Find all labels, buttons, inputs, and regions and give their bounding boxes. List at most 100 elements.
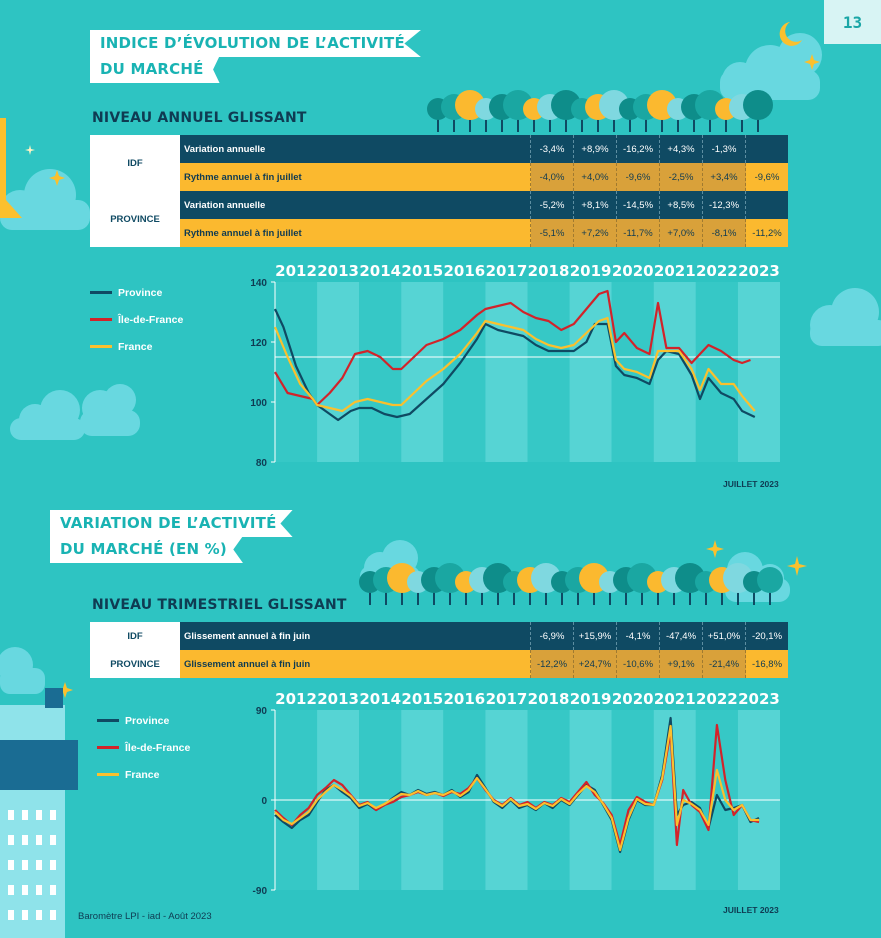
y-tick-label: 90 xyxy=(256,706,268,717)
year-label: 2019 xyxy=(570,262,612,280)
table-cell xyxy=(745,191,788,219)
legend-item: Île-de-France xyxy=(97,734,190,761)
table-cell: +15,9% xyxy=(573,622,617,650)
section2-title-line1: VARIATION DE L’ACTIVITÉ xyxy=(50,510,293,537)
table-cell: -5,2% xyxy=(530,191,574,219)
cloud-icon xyxy=(10,390,85,440)
year-column xyxy=(275,282,318,462)
cloud-icon xyxy=(80,384,140,436)
legend-label: Île-de-France xyxy=(125,741,191,754)
table-row: IDF Glissement annuel à fin juin -6,9% +… xyxy=(90,622,788,650)
cloud-icon xyxy=(720,33,822,100)
legend-item: Province xyxy=(90,279,183,306)
legend-swatch xyxy=(90,291,112,294)
moon-icon xyxy=(779,22,802,46)
tree-row xyxy=(427,90,773,132)
row-label: Variation annuelle xyxy=(180,191,531,219)
year-label: 2013 xyxy=(317,262,359,280)
table-cell: -6,9% xyxy=(530,622,574,650)
series-line-france xyxy=(274,724,759,852)
table-cell: -20,1% xyxy=(745,622,788,650)
section1-subtitle: NIVEAU ANNUEL GLISSANT xyxy=(92,110,307,126)
section2-title: VARIATION DE L’ACTIVITÉ DU MARCHÉ (EN %) xyxy=(50,510,293,563)
table-cell: -1,3% xyxy=(702,135,746,163)
table-cell: +24,7% xyxy=(573,650,617,678)
table-cell: -14,5% xyxy=(616,191,660,219)
y-tick-label: 140 xyxy=(250,278,267,289)
table-cell: +9,1% xyxy=(659,650,703,678)
table-cell: +7,0% xyxy=(659,219,703,247)
legend-swatch xyxy=(90,318,112,321)
table-cell: -5,1% xyxy=(530,219,574,247)
row-label: Rythme annuel à fin juillet xyxy=(180,219,531,247)
year-label: 2021 xyxy=(654,690,696,708)
cloud-icon xyxy=(810,288,881,346)
section1-title-line2: DU MARCHÉ xyxy=(90,56,220,83)
table-cell: -47,4% xyxy=(659,622,703,650)
chart2-legend: Province Île-de-France France xyxy=(97,707,190,788)
year-label: 2018 xyxy=(528,262,570,280)
legend-label: Province xyxy=(118,286,163,299)
y-tick-label: -90 xyxy=(253,886,268,897)
table-cell: -9,6% xyxy=(616,163,660,191)
year-label: 2021 xyxy=(654,262,696,280)
row-label: Rythme annuel à fin juillet xyxy=(180,163,531,191)
year-label: 2017 xyxy=(486,690,528,708)
year-label: 2012 xyxy=(275,262,317,280)
star-icon xyxy=(25,145,35,155)
year-label: 2013 xyxy=(317,690,359,708)
tree-icon xyxy=(743,90,773,120)
star-icon xyxy=(49,170,65,186)
year-column xyxy=(317,282,360,462)
year-label: 2015 xyxy=(401,262,443,280)
table-cell xyxy=(745,135,788,163)
table-row: Rythme annuel à fin juillet -4,0% +4,0% … xyxy=(90,163,788,191)
legend-swatch xyxy=(97,719,119,722)
y-tick-label: 100 xyxy=(250,398,267,409)
year-label: 2014 xyxy=(359,690,401,708)
building-icon xyxy=(0,688,78,938)
table-cell: +8,9% xyxy=(573,135,617,163)
table-row: PROVINCE Variation annuelle -5,2% +8,1% … xyxy=(90,191,788,247)
series-line--le-de-france xyxy=(274,289,751,407)
table-cell: -12,2% xyxy=(530,650,574,678)
table-cell: +51,0% xyxy=(702,622,746,650)
table-cell: +8,1% xyxy=(573,191,617,219)
row-label: Glissement annuel à fin juin xyxy=(180,650,531,678)
chart2: 2012 2013 2014 2015 2016 2017 2018 2019 2020 2021… xyxy=(253,690,780,897)
legend-label: France xyxy=(125,768,160,781)
series-line-province xyxy=(274,716,760,854)
legend-label: Province xyxy=(125,714,170,727)
star-icon xyxy=(706,540,724,558)
table-cell: -16,2% xyxy=(616,135,660,163)
table-row: Rythme annuel à fin juillet -5,1% +7,2% … xyxy=(90,219,788,247)
section2-title-line2: DU MARCHÉ (EN %) xyxy=(50,536,243,563)
year-label: 2019 xyxy=(570,690,612,708)
table-row: IDF Variation annuelle -3,4% +8,9% -16,2… xyxy=(90,135,788,191)
table-cell: -9,6% xyxy=(745,163,788,191)
section1-title: INDICE D’ÉVOLUTION DE L’ACTIVITÉ DU MARC… xyxy=(90,30,421,83)
page-number: 13 xyxy=(824,0,881,44)
legend-label: France xyxy=(118,340,153,353)
chart2-note: JUILLET 2023 xyxy=(723,905,779,915)
year-column xyxy=(359,282,402,462)
chart1-note: JUILLET 2023 xyxy=(723,479,779,489)
region-label: PROVINCE xyxy=(90,650,180,678)
year-column xyxy=(485,282,528,462)
legend-item: France xyxy=(97,761,190,788)
star-icon xyxy=(57,682,73,698)
year-label: 2015 xyxy=(401,690,443,708)
table-cell: -10,6% xyxy=(616,650,660,678)
year-column xyxy=(737,282,780,462)
year-label: 2020 xyxy=(612,690,654,708)
table-cell: +3,4% xyxy=(702,163,746,191)
table-cell: -4,0% xyxy=(530,163,574,191)
row-label: Glissement annuel à fin juin xyxy=(180,622,531,650)
section1-table: IDF Variation annuelle -3,4% +8,9% -16,2… xyxy=(90,135,788,247)
table-cell: +4,3% xyxy=(659,135,703,163)
chart1-legend: Province Île-de-France France xyxy=(90,279,183,360)
legend-label: Île-de-France xyxy=(118,313,184,326)
table-cell: -4,1% xyxy=(616,622,660,650)
series-line-france xyxy=(273,316,756,413)
